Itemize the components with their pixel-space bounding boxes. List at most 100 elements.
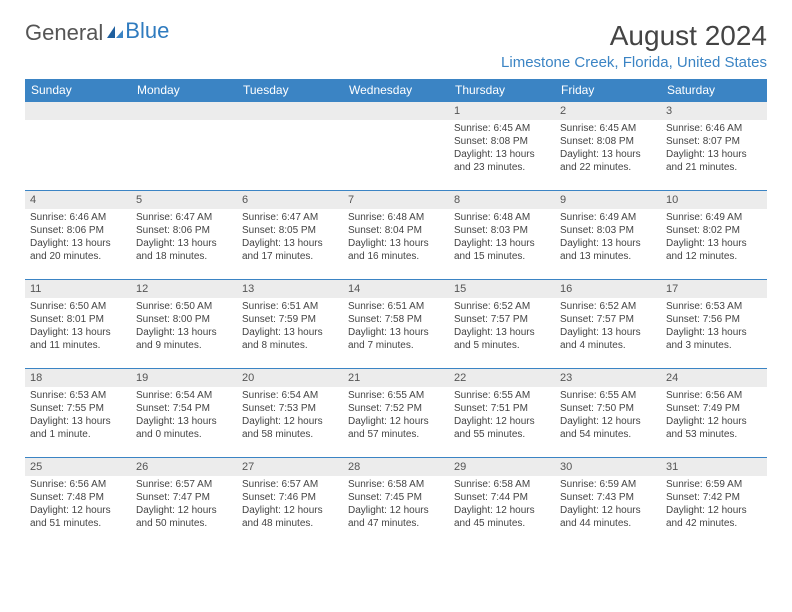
- calendar-day-cell: 18Sunrise: 6:53 AMSunset: 7:55 PMDayligh…: [25, 369, 131, 458]
- day-number: 18: [25, 369, 131, 387]
- title-block: August 2024 Limestone Creek, Florida, Un…: [501, 20, 767, 71]
- day-detail-line: Daylight: 13 hours: [454, 148, 550, 161]
- day-number: 23: [555, 369, 661, 387]
- day-number: 10: [661, 191, 767, 209]
- day-detail-line: Daylight: 13 hours: [30, 237, 126, 250]
- day-detail-line: Daylight: 13 hours: [560, 148, 656, 161]
- day-detail-line: and 57 minutes.: [348, 428, 444, 441]
- logo-text-general: General: [25, 20, 103, 46]
- page-header: General Blue August 2024 Limestone Creek…: [25, 20, 767, 71]
- day-detail-line: and 16 minutes.: [348, 250, 444, 263]
- day-number-empty: [25, 102, 131, 120]
- calendar-day-cell: 11Sunrise: 6:50 AMSunset: 8:01 PMDayligh…: [25, 280, 131, 369]
- day-detail-line: Sunset: 7:42 PM: [666, 491, 762, 504]
- day-detail-line: Sunset: 8:01 PM: [30, 313, 126, 326]
- day-detail-line: and 12 minutes.: [666, 250, 762, 263]
- day-details: Sunrise: 6:45 AMSunset: 8:08 PMDaylight:…: [555, 120, 661, 178]
- day-detail-line: and 21 minutes.: [666, 161, 762, 174]
- day-number: 5: [131, 191, 237, 209]
- day-detail-line: Daylight: 13 hours: [560, 326, 656, 339]
- day-details: Sunrise: 6:59 AMSunset: 7:43 PMDaylight:…: [555, 476, 661, 534]
- day-detail-line: and 13 minutes.: [560, 250, 656, 263]
- day-detail-line: and 11 minutes.: [30, 339, 126, 352]
- day-number: 17: [661, 280, 767, 298]
- day-detail-line: and 23 minutes.: [454, 161, 550, 174]
- day-number: 25: [25, 458, 131, 476]
- day-detail-line: Daylight: 12 hours: [242, 504, 338, 517]
- calendar-week-row: 4Sunrise: 6:46 AMSunset: 8:06 PMDaylight…: [25, 191, 767, 280]
- day-detail-line: Sunrise: 6:50 AM: [136, 300, 232, 313]
- day-number: 28: [343, 458, 449, 476]
- day-detail-line: Daylight: 12 hours: [666, 415, 762, 428]
- calendar-day-cell: 22Sunrise: 6:55 AMSunset: 7:51 PMDayligh…: [449, 369, 555, 458]
- day-detail-line: Sunset: 8:06 PM: [136, 224, 232, 237]
- day-number: 21: [343, 369, 449, 387]
- day-detail-line: and 50 minutes.: [136, 517, 232, 530]
- day-details: Sunrise: 6:51 AMSunset: 7:59 PMDaylight:…: [237, 298, 343, 356]
- day-details: Sunrise: 6:59 AMSunset: 7:42 PMDaylight:…: [661, 476, 767, 534]
- day-detail-line: Daylight: 13 hours: [454, 237, 550, 250]
- day-detail-line: and 4 minutes.: [560, 339, 656, 352]
- day-detail-line: Sunset: 7:47 PM: [136, 491, 232, 504]
- day-detail-line: and 0 minutes.: [136, 428, 232, 441]
- day-detail-line: Sunrise: 6:50 AM: [30, 300, 126, 313]
- calendar-day-cell: 17Sunrise: 6:53 AMSunset: 7:56 PMDayligh…: [661, 280, 767, 369]
- day-detail-line: Sunset: 7:59 PM: [242, 313, 338, 326]
- day-detail-line: Daylight: 13 hours: [242, 326, 338, 339]
- day-details: Sunrise: 6:49 AMSunset: 8:03 PMDaylight:…: [555, 209, 661, 267]
- day-detail-line: Sunrise: 6:55 AM: [560, 389, 656, 402]
- day-detail-line: Sunset: 8:08 PM: [560, 135, 656, 148]
- day-detail-line: Sunset: 8:07 PM: [666, 135, 762, 148]
- day-details: Sunrise: 6:54 AMSunset: 7:54 PMDaylight:…: [131, 387, 237, 445]
- day-detail-line: Daylight: 13 hours: [666, 237, 762, 250]
- day-detail-line: Daylight: 13 hours: [348, 237, 444, 250]
- day-detail-line: Sunset: 7:50 PM: [560, 402, 656, 415]
- day-detail-line: Sunset: 7:53 PM: [242, 402, 338, 415]
- day-details: Sunrise: 6:50 AMSunset: 8:00 PMDaylight:…: [131, 298, 237, 356]
- logo-text-blue: Blue: [125, 18, 169, 44]
- calendar-day-cell: 27Sunrise: 6:57 AMSunset: 7:46 PMDayligh…: [237, 458, 343, 547]
- day-number: 3: [661, 102, 767, 120]
- day-number: 30: [555, 458, 661, 476]
- calendar-day-cell: 28Sunrise: 6:58 AMSunset: 7:45 PMDayligh…: [343, 458, 449, 547]
- day-detail-line: and 45 minutes.: [454, 517, 550, 530]
- calendar-day-cell: 26Sunrise: 6:57 AMSunset: 7:47 PMDayligh…: [131, 458, 237, 547]
- day-detail-line: Daylight: 13 hours: [136, 415, 232, 428]
- day-number: 27: [237, 458, 343, 476]
- day-detail-line: Sunset: 8:04 PM: [348, 224, 444, 237]
- day-detail-line: Daylight: 12 hours: [136, 504, 232, 517]
- day-number: 19: [131, 369, 237, 387]
- day-number: 20: [237, 369, 343, 387]
- day-detail-line: Sunset: 7:52 PM: [348, 402, 444, 415]
- day-detail-line: Sunset: 8:00 PM: [136, 313, 232, 326]
- day-details: Sunrise: 6:55 AMSunset: 7:52 PMDaylight:…: [343, 387, 449, 445]
- day-detail-line: Sunrise: 6:52 AM: [560, 300, 656, 313]
- day-number: 26: [131, 458, 237, 476]
- day-detail-line: Daylight: 13 hours: [30, 326, 126, 339]
- calendar-week-row: 1Sunrise: 6:45 AMSunset: 8:08 PMDaylight…: [25, 102, 767, 191]
- day-detail-line: and 9 minutes.: [136, 339, 232, 352]
- day-details: Sunrise: 6:50 AMSunset: 8:01 PMDaylight:…: [25, 298, 131, 356]
- day-detail-line: Daylight: 13 hours: [560, 237, 656, 250]
- day-detail-line: Sunrise: 6:58 AM: [348, 478, 444, 491]
- day-detail-line: Daylight: 12 hours: [560, 504, 656, 517]
- weekday-header: Tuesday: [237, 79, 343, 102]
- calendar-day-cell: 2Sunrise: 6:45 AMSunset: 8:08 PMDaylight…: [555, 102, 661, 191]
- day-detail-line: Sunrise: 6:48 AM: [348, 211, 444, 224]
- calendar-day-cell: [25, 102, 131, 191]
- day-details: Sunrise: 6:45 AMSunset: 8:08 PMDaylight:…: [449, 120, 555, 178]
- day-detail-line: Sunset: 7:45 PM: [348, 491, 444, 504]
- day-detail-line: Sunrise: 6:51 AM: [242, 300, 338, 313]
- day-details: Sunrise: 6:49 AMSunset: 8:02 PMDaylight:…: [661, 209, 767, 267]
- day-number: 6: [237, 191, 343, 209]
- logo-sail-icon: [105, 20, 125, 46]
- day-detail-line: Daylight: 13 hours: [666, 326, 762, 339]
- day-detail-line: Sunrise: 6:46 AM: [666, 122, 762, 135]
- day-detail-line: Sunrise: 6:54 AM: [242, 389, 338, 402]
- day-detail-line: and 22 minutes.: [560, 161, 656, 174]
- day-detail-line: Daylight: 12 hours: [30, 504, 126, 517]
- day-details: Sunrise: 6:56 AMSunset: 7:48 PMDaylight:…: [25, 476, 131, 534]
- day-detail-line: Daylight: 12 hours: [454, 504, 550, 517]
- day-detail-line: and 3 minutes.: [666, 339, 762, 352]
- day-detail-line: Sunset: 7:56 PM: [666, 313, 762, 326]
